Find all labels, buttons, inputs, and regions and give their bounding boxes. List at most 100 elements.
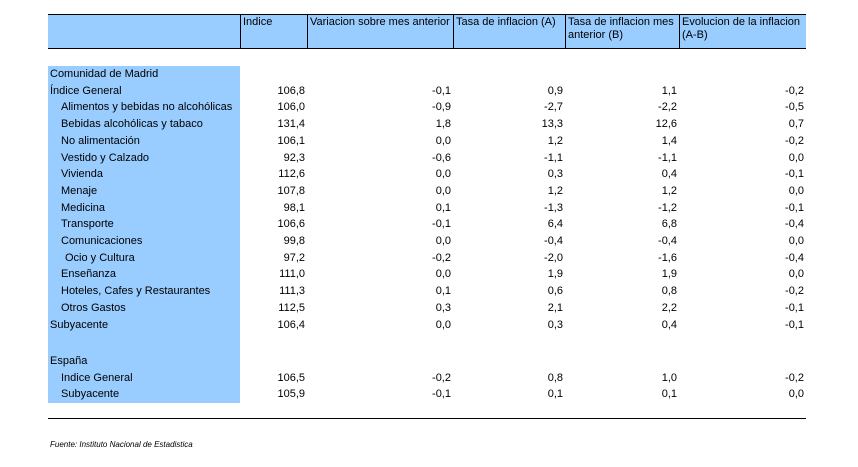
cell-indice: 111,3 xyxy=(279,285,305,298)
cell-indice: 106,5 xyxy=(277,371,305,384)
cell-variacion: -0,2 xyxy=(432,371,451,384)
cell-evolucion: -0,2 xyxy=(785,134,804,147)
header-divider xyxy=(453,15,454,48)
cell-indice: 92,3 xyxy=(283,151,305,164)
cell-variacion: -0,1 xyxy=(432,388,451,401)
cell-evolucion: 0,0 xyxy=(788,268,804,281)
header-bottom-rule xyxy=(48,48,806,49)
cell-indice: 106,0 xyxy=(277,101,305,114)
cell-variacion: 0,0 xyxy=(435,235,451,247)
cell-tasa-a: 0,6 xyxy=(547,285,563,298)
cell-tasa-a: -1,1 xyxy=(544,151,563,164)
cell-evolucion: -0,1 xyxy=(785,301,804,314)
cell-variacion: -0,9 xyxy=(432,101,451,114)
cell-tasa-b: -2,2 xyxy=(658,101,677,114)
cell-indice: 97,2 xyxy=(283,251,305,264)
row-label: Vestido y Calzado xyxy=(61,151,150,164)
row-label: Indice General xyxy=(61,371,133,384)
row-label: Enseñanza xyxy=(61,268,117,281)
cell-variacion: -0,1 xyxy=(432,84,451,97)
cell-tasa-b: 1,9 xyxy=(661,268,677,281)
row-label: Medicina xyxy=(61,201,106,214)
row-label: Menaje xyxy=(61,184,98,197)
cell-tasa-b: -1,2 xyxy=(658,201,677,214)
header-divider xyxy=(240,15,241,48)
cell-evolucion: -0,2 xyxy=(785,285,804,298)
cell-indice: 106,4 xyxy=(277,318,305,331)
cell-tasa-a: 0,3 xyxy=(547,318,563,331)
cell-indice: 106,1 xyxy=(277,134,305,147)
cell-tasa-a: -1,3 xyxy=(544,201,563,214)
cell-tasa-a: 1,9 xyxy=(547,268,563,281)
cell-tasa-b: -1,1 xyxy=(658,151,677,164)
cell-variacion: -0,6 xyxy=(432,151,451,164)
row-label: Vivienda xyxy=(61,168,103,181)
cell-indice: 106,6 xyxy=(277,218,305,231)
cell-tasa-b: 12,6 xyxy=(655,118,677,131)
cell-indice: 98,1 xyxy=(283,201,305,214)
cell-evolucion: -0,2 xyxy=(785,84,804,97)
cell-variacion: 0,3 xyxy=(435,301,451,314)
cell-tasa-b: 0,4 xyxy=(661,168,677,181)
cell-tasa-a: 0,9 xyxy=(547,84,563,97)
row-label: Ocio y Cultura xyxy=(65,251,135,264)
cell-indice: 106,8 xyxy=(277,84,305,97)
cell-indice: 107,8 xyxy=(277,184,305,197)
cell-tasa-a: 0,1 xyxy=(547,388,563,401)
cell-tasa-b: 6,8 xyxy=(661,218,677,231)
source-note: Fuente: Instituto Nacional de Estadistic… xyxy=(50,440,193,449)
section-title: España xyxy=(50,355,88,367)
cell-evolucion: -0,4 xyxy=(785,251,804,264)
row-label: Transporte xyxy=(61,218,114,231)
row-label: Otros Gastos xyxy=(61,301,126,314)
cell-variacion: -0,2 xyxy=(432,251,451,264)
cell-indice: 131,4 xyxy=(277,118,305,131)
header-evolucion: Evolucion de la inflacion (A-B) xyxy=(682,16,801,41)
label-column-band xyxy=(48,66,240,403)
header-tasa-b: Tasa de inflacion mes anterior (B) xyxy=(568,16,674,41)
header-indice: Indice xyxy=(243,16,273,28)
cell-evolucion: -0,1 xyxy=(785,168,804,181)
row-label: No alimentación xyxy=(61,134,140,147)
cell-evolucion: 0,0 xyxy=(788,184,804,197)
cell-tasa-b: -0,4 xyxy=(658,235,677,247)
row-label: Bebidas alcohólicas y tabaco xyxy=(61,118,203,131)
cell-tasa-a: 0,8 xyxy=(547,371,563,384)
cell-tasa-b: 1,2 xyxy=(661,184,677,197)
cell-evolucion: 0,0 xyxy=(788,388,804,401)
cell-tasa-a: 6,4 xyxy=(547,218,563,231)
row-label: Comunicaciones xyxy=(61,235,143,247)
cell-tasa-a: 0,3 xyxy=(547,168,563,181)
cell-tasa-b: 2,2 xyxy=(661,301,677,314)
header-variacion: Variacion sobre mes anterior xyxy=(310,16,450,28)
cell-variacion: 1,8 xyxy=(435,118,451,131)
cell-variacion: 0,0 xyxy=(435,268,451,281)
cell-variacion: 0,1 xyxy=(435,201,451,214)
cell-tasa-b: 1,0 xyxy=(661,371,677,384)
cell-evolucion: 0,0 xyxy=(788,151,804,164)
row-label: Índice General xyxy=(50,84,122,97)
header-top-rule xyxy=(48,14,806,15)
cell-tasa-b: 1,1 xyxy=(661,84,677,97)
cell-indice: 105,9 xyxy=(277,388,305,401)
cell-variacion: 0,0 xyxy=(435,134,451,147)
row-label: Hoteles, Cafes y Restaurantes xyxy=(61,285,211,298)
cell-tasa-a: 1,2 xyxy=(547,134,563,147)
cell-tasa-b: 0,4 xyxy=(661,318,677,331)
cell-variacion: 0,0 xyxy=(435,184,451,197)
section-title: Comunidad de Madrid xyxy=(50,68,159,80)
header-divider xyxy=(565,15,566,48)
table-bottom-rule xyxy=(48,418,806,419)
cell-indice: 112,5 xyxy=(278,301,305,314)
cell-variacion: -0,1 xyxy=(432,218,451,231)
cell-variacion: 0,0 xyxy=(435,168,451,181)
cell-evolucion: -0,4 xyxy=(785,218,804,231)
cell-evolucion: -0,5 xyxy=(785,101,804,114)
cell-evolucion: -0,1 xyxy=(785,201,804,214)
cell-tasa-b: 1,4 xyxy=(661,134,677,147)
cell-tasa-a: -0,4 xyxy=(544,235,563,247)
cell-indice: 99,8 xyxy=(283,235,305,247)
cell-indice: 112,6 xyxy=(278,168,305,181)
row-label: Subyacente xyxy=(61,388,120,401)
